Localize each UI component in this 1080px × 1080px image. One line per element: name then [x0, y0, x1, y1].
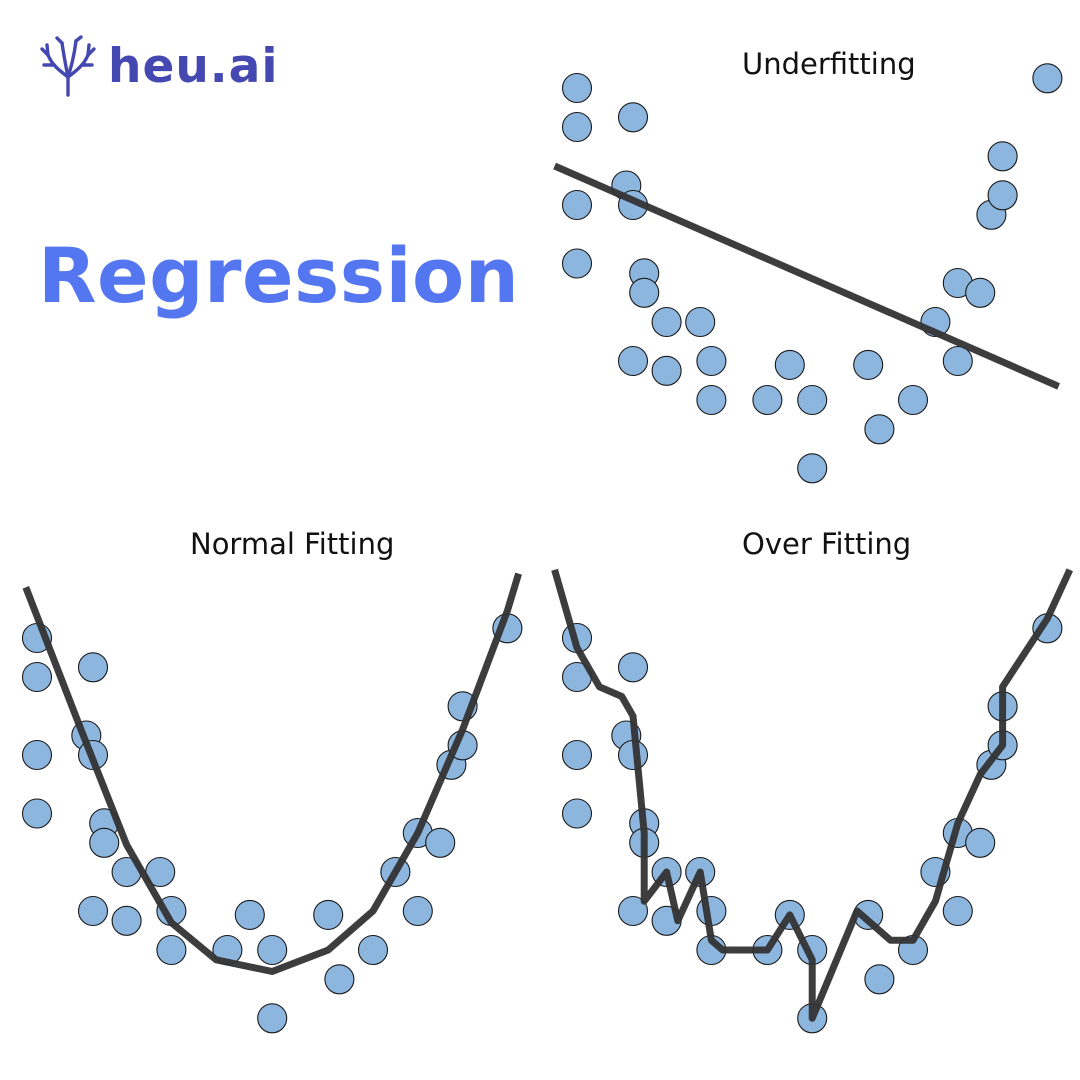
underfit-data-point: [696, 345, 727, 377]
normal-fit-data-point: [425, 827, 456, 858]
underfit-data-point: [696, 384, 727, 416]
underfit-data-point: [617, 345, 649, 377]
overfit-data-point: [864, 964, 895, 995]
normal-fit-data-point: [21, 739, 53, 771]
normal-fit-data-point: [156, 934, 187, 966]
overfit-regression-line: [551, 568, 1073, 1022]
coral-branch-icon: [40, 35, 96, 97]
brand-logo: heu.ai: [38, 34, 298, 98]
underfit-data-point: [797, 384, 828, 416]
normal-fit-data-point: [21, 661, 53, 693]
over-fitting-plot: [551, 568, 1073, 1034]
underfit-data-point: [561, 189, 593, 221]
overfit-data-point: [617, 652, 649, 683]
over-fitting-title: Over Fitting: [742, 527, 912, 561]
underfit-data-point: [629, 277, 660, 308]
underfit-data-point: [797, 453, 828, 484]
normal-fit-data-point: [313, 899, 344, 930]
overfit-data-point: [965, 827, 996, 858]
normal-fit-data-point: [77, 895, 109, 927]
underfit-data-point: [617, 102, 649, 133]
normal-fitting-title: Normal Fitting: [190, 527, 395, 561]
underfit-data-point: [987, 141, 1018, 172]
normal-fit-data-point: [324, 964, 355, 995]
underfitting-plot: [553, 63, 1063, 484]
underfit-data-point: [853, 349, 884, 380]
underfit-data-point: [685, 306, 716, 338]
normal-fit-regression-line: [22, 572, 522, 975]
underfit-data-point: [651, 306, 682, 338]
underfit-data-point: [561, 72, 593, 104]
overfit-data-point: [561, 739, 593, 771]
normal-fit-data-point: [257, 934, 288, 966]
underfit-data-point: [774, 349, 805, 380]
underfit-data-point: [864, 414, 895, 445]
overfit-data-point: [561, 798, 593, 829]
underfit-regression-line: [553, 162, 1061, 390]
underfit-data-point: [965, 277, 996, 308]
overfit-data-point: [942, 895, 973, 927]
normal-fit-data-point: [234, 899, 265, 930]
underfit-data-point: [561, 248, 593, 279]
underfit-data-point: [987, 180, 1018, 211]
normal-fit-data-point: [402, 895, 433, 927]
underfit-data-point: [561, 111, 593, 143]
underfit-data-point: [942, 345, 973, 377]
underfit-data-point: [1032, 63, 1063, 94]
normal-fitting-plot: [21, 572, 523, 1034]
underfit-data-point: [897, 384, 929, 416]
underfit-data-point: [651, 355, 682, 386]
normal-fit-data-point: [77, 652, 109, 683]
normal-fit-data-point: [257, 1003, 288, 1034]
page-title: Regression: [38, 231, 520, 320]
brand-name: heu.ai: [108, 38, 279, 94]
normal-fit-data-point: [111, 905, 142, 936]
underfit-data-point: [752, 384, 783, 416]
underfitting-title: Underfitting: [742, 47, 916, 81]
normal-fit-data-point: [357, 934, 389, 966]
normal-fit-data-point: [21, 798, 53, 829]
normal-fit-data-point: [89, 827, 120, 858]
overfit-data-point: [617, 895, 649, 927]
